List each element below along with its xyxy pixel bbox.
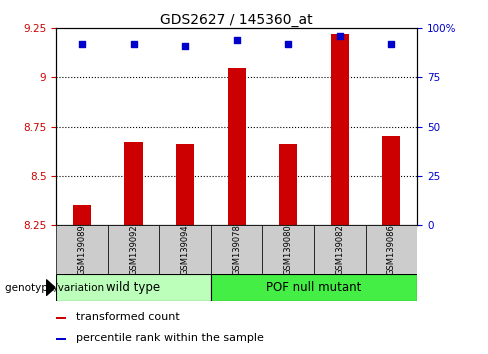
Point <box>336 33 344 39</box>
Bar <box>279 144 297 225</box>
Bar <box>211 225 263 274</box>
Bar <box>314 225 366 274</box>
Title: GDS2627 / 145360_at: GDS2627 / 145360_at <box>161 13 313 27</box>
Point <box>130 41 138 47</box>
Text: GSM139094: GSM139094 <box>181 224 190 275</box>
Bar <box>263 225 314 274</box>
Text: percentile rank within the sample: percentile rank within the sample <box>76 333 264 343</box>
Text: GSM139089: GSM139089 <box>78 224 86 275</box>
Point <box>78 41 86 47</box>
Text: transformed count: transformed count <box>76 312 180 322</box>
Text: GSM139082: GSM139082 <box>335 224 345 275</box>
Bar <box>176 144 194 225</box>
Bar <box>159 225 211 274</box>
Point <box>387 41 395 47</box>
Bar <box>383 136 401 225</box>
Bar <box>211 274 417 301</box>
Bar <box>56 225 108 274</box>
Text: GSM139092: GSM139092 <box>129 224 138 275</box>
Point <box>181 43 189 49</box>
Text: POF null mutant: POF null mutant <box>266 281 362 294</box>
Bar <box>331 34 349 225</box>
Text: GSM139086: GSM139086 <box>387 224 396 275</box>
Point <box>233 37 241 43</box>
Bar <box>108 225 159 274</box>
Bar <box>73 205 91 225</box>
Polygon shape <box>46 280 55 296</box>
Bar <box>124 142 142 225</box>
Bar <box>56 338 66 340</box>
Text: GSM139080: GSM139080 <box>284 224 293 275</box>
Text: wild type: wild type <box>106 281 161 294</box>
Bar <box>56 317 66 319</box>
Text: genotype/variation: genotype/variation <box>5 282 107 293</box>
Point <box>285 41 292 47</box>
Text: GSM139078: GSM139078 <box>232 224 241 275</box>
Bar <box>56 274 211 301</box>
Bar <box>366 225 417 274</box>
Bar <box>228 68 246 225</box>
